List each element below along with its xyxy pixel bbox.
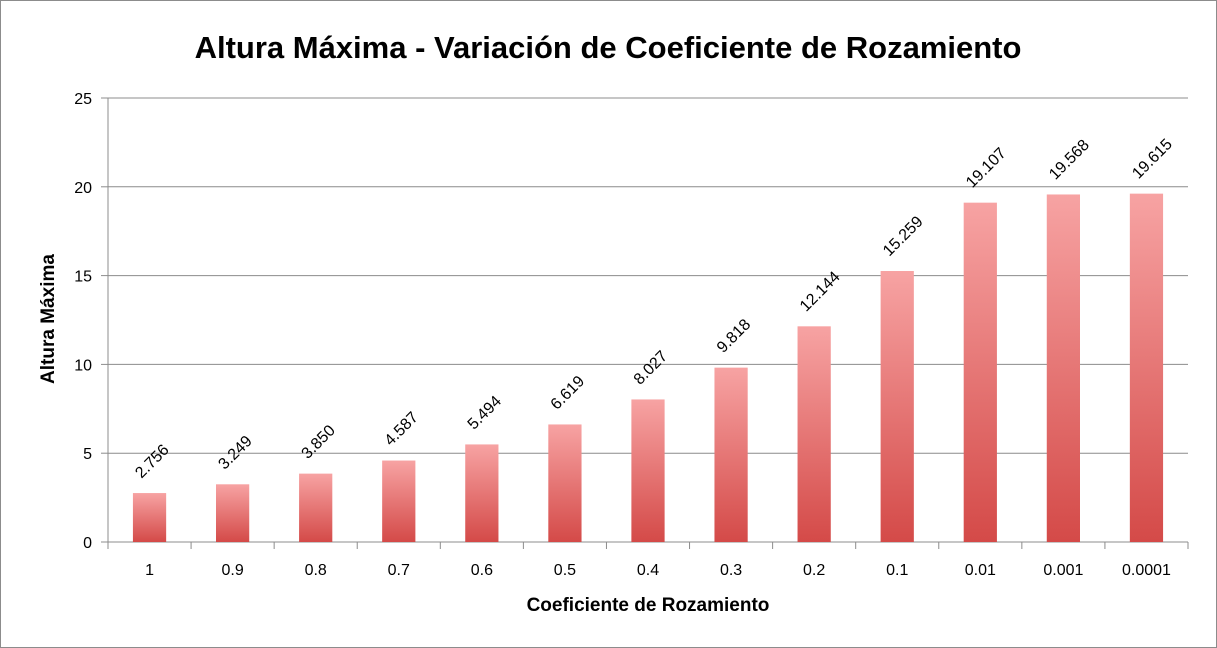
y-tick-label: 10 [74,357,92,374]
data-label: 9.818 [714,316,754,356]
y-tick-label: 25 [74,91,92,108]
data-label: 8.027 [631,348,671,388]
x-tick-label: 0.6 [471,562,493,579]
data-label: 19.568 [1046,137,1093,184]
bar [963,202,997,543]
bar [299,473,333,542]
x-tick-labels: 1 0.9 0.8 0.7 0.6 0.5 0.4 0.3 0.2 0.1 0.01 0.001 0.0… [145,562,1171,579]
y-tick-label: 0 [83,535,92,552]
x-tick-label: 0.4 [637,562,659,579]
x-tick-label: 1 [145,562,154,579]
bar [1046,194,1080,542]
y-tick-label: 20 [74,180,92,197]
x-tick-label: 0.9 [221,562,243,579]
y-axis-title: Altura Máxima [38,254,59,384]
bar [631,399,665,542]
x-tick-label: 0.0001 [1122,562,1171,579]
x-tick-label: 0.3 [720,562,742,579]
x-tick-label: 0.7 [388,562,410,579]
bars [132,193,1164,543]
x-tick-label: 0.8 [305,562,327,579]
x-tick-label: 0.2 [803,562,825,579]
bar [132,493,167,542]
data-label: 15.259 [880,213,927,260]
data-label: 3.850 [298,422,338,462]
gridlines [108,97,1188,454]
x-tick-label: 0.1 [886,562,908,579]
bar [216,484,250,542]
data-label: 6.619 [548,373,588,413]
x-tick-label: 0.001 [1043,562,1083,579]
bar [797,326,831,542]
bar [465,444,499,542]
data-label: 2.756 [132,441,172,481]
chart-title: Altura Máxima - Variación de Coeficiente… [195,30,1022,65]
data-label: 5.494 [465,393,505,433]
data-label: 19.615 [1129,136,1176,183]
data-label: 4.587 [382,409,422,449]
y-tick-label: 5 [83,446,92,463]
bar [880,271,914,542]
bar [382,460,416,542]
x-axis-title: Coeficiente de Rozamiento [527,595,770,616]
bar [714,367,748,542]
bar [548,424,582,542]
x-tick-label: 0.5 [554,562,576,579]
y-tick-label: 15 [74,269,92,286]
y-tick-labels: 0 5 10 15 20 25 [74,91,92,552]
data-label: 19.107 [963,145,1010,192]
bar [1129,193,1164,542]
x-tick-label: 0.01 [965,562,996,579]
